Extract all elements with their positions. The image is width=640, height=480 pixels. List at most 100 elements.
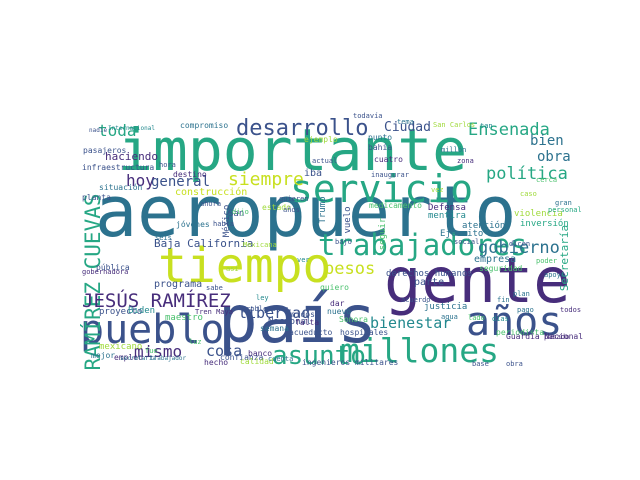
word-102: dicen bbox=[509, 240, 530, 248]
word-36: empresa bbox=[474, 254, 516, 265]
word-95: tan bbox=[480, 122, 493, 130]
word-128: luz bbox=[189, 338, 202, 346]
word-18: siempre bbox=[228, 169, 304, 190]
word-78: empleo bbox=[114, 353, 143, 362]
word-6: millones bbox=[340, 331, 499, 370]
word-7: servicio bbox=[290, 167, 473, 211]
word-47: jóvenes bbox=[176, 219, 210, 229]
word-111: hora bbox=[159, 161, 176, 169]
word-137: fue bbox=[145, 347, 158, 355]
word-32: compromiso bbox=[180, 121, 228, 130]
cloud-background bbox=[80, 118, 573, 364]
word-42: justicia bbox=[424, 302, 467, 312]
word-27: bien bbox=[530, 133, 564, 149]
word-126: todos bbox=[560, 306, 581, 314]
word-112: seis bbox=[155, 234, 172, 242]
word-118: ver bbox=[297, 256, 310, 264]
word-51: vuelo bbox=[343, 206, 353, 233]
word-50: seguir bbox=[378, 217, 388, 250]
word-90: actual bbox=[312, 157, 337, 165]
word-84: gobernadora bbox=[82, 268, 128, 276]
word-38: inversión bbox=[520, 218, 569, 229]
word-60: mexicano bbox=[99, 342, 142, 352]
word-49: quiero bbox=[320, 283, 349, 292]
word-21: bienestar bbox=[370, 314, 451, 332]
word-48: México bbox=[221, 205, 232, 238]
word-63: hecho bbox=[204, 358, 228, 367]
word-100: fin bbox=[497, 296, 510, 304]
word-73: atención bbox=[462, 220, 505, 231]
word-23: toda bbox=[98, 121, 137, 140]
word-65: situación bbox=[99, 182, 143, 192]
word-83: infraestructura bbox=[82, 163, 154, 172]
word-46: destino bbox=[173, 170, 207, 179]
word-13: JESÚS RAMÍREZ bbox=[82, 288, 231, 312]
word-67: pública bbox=[96, 263, 130, 272]
word-77: mejor bbox=[91, 351, 115, 360]
word-57: Guardia Nacional bbox=[506, 332, 583, 341]
word-124: ahora bbox=[200, 200, 221, 208]
word-131: gran bbox=[555, 199, 572, 207]
word-11: desarrollo bbox=[236, 116, 368, 141]
word-110: nadie bbox=[89, 127, 107, 134]
word-45: proyecto bbox=[99, 307, 142, 317]
word-31: haciendo bbox=[105, 150, 158, 163]
word-113: bajo bbox=[335, 238, 352, 246]
word-82: pasajeros bbox=[83, 146, 127, 155]
word-9: años bbox=[466, 299, 562, 345]
word-79: confianza bbox=[220, 353, 264, 362]
word-22: cosa bbox=[206, 342, 242, 360]
word-55: dar bbox=[330, 299, 345, 308]
word-119: tema bbox=[397, 118, 414, 126]
word-12: RAMÍREZ CUEVAS bbox=[80, 193, 105, 370]
word-114: millón bbox=[441, 146, 466, 154]
word-17: pesos bbox=[324, 259, 375, 279]
word-16: política bbox=[486, 164, 568, 184]
word-59: Biden bbox=[128, 306, 155, 316]
word-8: trabajadores bbox=[318, 228, 528, 262]
word-103: social bbox=[454, 238, 479, 246]
word-30: Secretaría bbox=[558, 225, 571, 291]
word-40: Defensa bbox=[428, 203, 466, 213]
word-130: lado bbox=[468, 314, 485, 322]
word-106: cuenta bbox=[268, 355, 293, 363]
word-85: Tren Maya bbox=[195, 308, 233, 316]
word-108: secretaria bbox=[120, 355, 157, 362]
word-88: quieren bbox=[279, 195, 309, 203]
word-120: caso bbox=[520, 190, 537, 198]
word-132: zona bbox=[457, 157, 474, 165]
word-71: Sonora bbox=[339, 315, 368, 324]
word-29: Baja California bbox=[154, 237, 253, 250]
word-98: poder bbox=[536, 257, 557, 265]
word-75: cuatro bbox=[374, 155, 403, 164]
word-62: banco bbox=[248, 349, 272, 358]
word-61: maestro bbox=[165, 313, 203, 323]
word-92: todavía bbox=[353, 112, 383, 120]
word-25: general bbox=[151, 174, 210, 190]
word-34: derechos humanos bbox=[386, 269, 473, 279]
word-44: programa bbox=[154, 279, 202, 290]
word-129: agua bbox=[441, 313, 458, 321]
word-121: días bbox=[492, 315, 509, 323]
word-69: acueducto bbox=[289, 328, 333, 337]
word-91: inaugurar bbox=[371, 171, 409, 179]
word-1: importante bbox=[118, 116, 467, 184]
word-35: Ejército bbox=[440, 228, 483, 239]
word-10: asunto bbox=[272, 341, 366, 371]
word-58: ingenieros militares bbox=[302, 358, 399, 367]
word-116: sabe bbox=[206, 284, 223, 292]
word-117: habla bbox=[213, 220, 234, 228]
word-101: seguridad bbox=[479, 264, 523, 273]
word-134: plan bbox=[513, 290, 530, 298]
word-105: problema bbox=[242, 305, 276, 313]
word-53: iba bbox=[304, 168, 322, 179]
word-87: estado bbox=[262, 203, 291, 212]
word-99: personal bbox=[548, 206, 582, 214]
word-0: aeropuerto bbox=[95, 171, 516, 253]
word-26: Ciudad bbox=[384, 120, 431, 135]
word-15: gobierno bbox=[478, 238, 560, 258]
word-66: planta bbox=[82, 193, 111, 202]
